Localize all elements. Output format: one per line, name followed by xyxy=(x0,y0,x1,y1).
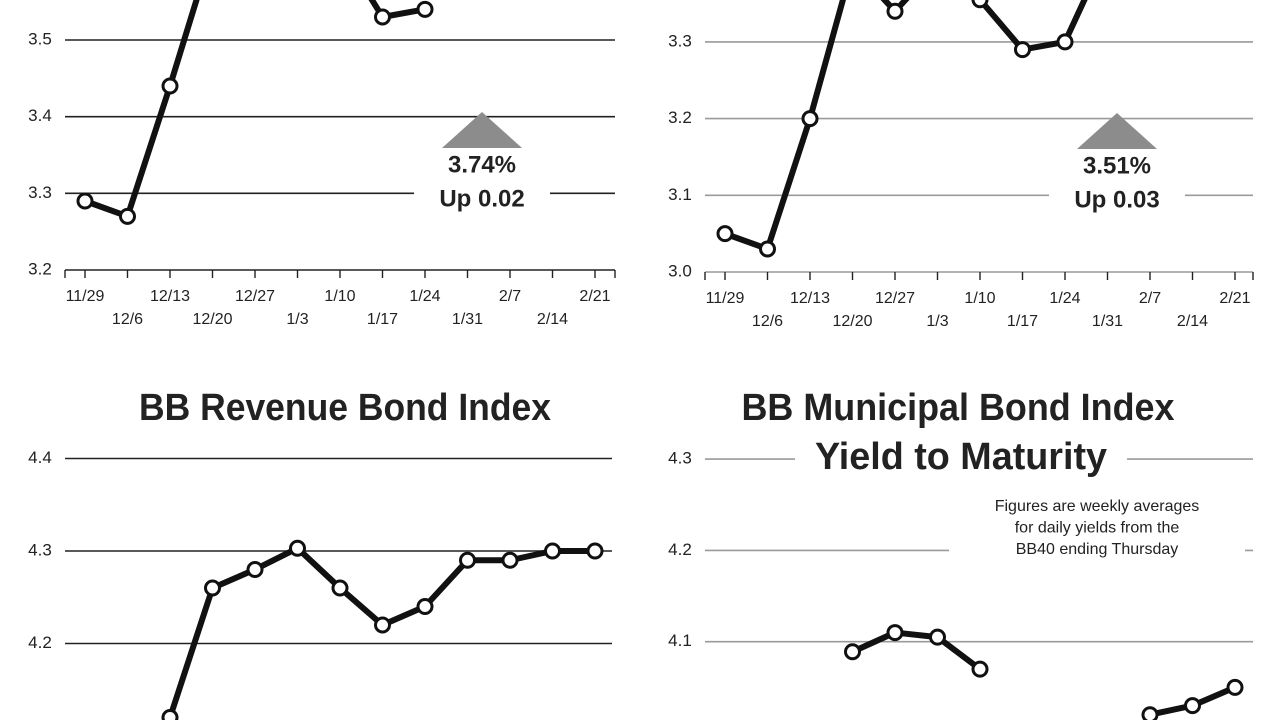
x-tick-label: 1/31 xyxy=(452,311,483,328)
x-tick-label: 2/14 xyxy=(537,311,568,328)
series-line xyxy=(723,0,1088,252)
x-tick-label: 2/21 xyxy=(1219,290,1250,307)
x-tick-label: 2/14 xyxy=(1177,313,1208,330)
x-tick-label: 1/17 xyxy=(367,311,398,328)
data-point xyxy=(586,542,604,560)
data-point xyxy=(886,624,904,642)
data-point xyxy=(1184,697,1201,715)
data-point xyxy=(801,110,819,128)
data-point xyxy=(1056,33,1074,51)
data-point xyxy=(716,225,734,243)
data-point xyxy=(246,561,264,578)
x-tick-label: 2/7 xyxy=(499,288,521,305)
data-point xyxy=(1226,678,1244,696)
x-tick-label: 1/31 xyxy=(1092,313,1123,330)
y-tick-label: 4.3 xyxy=(28,540,52,559)
annotation-change: Up 0.03 xyxy=(1074,186,1159,213)
y-tick-label: 4.3 xyxy=(668,449,692,468)
note-line: Figures are weekly averages xyxy=(995,498,1200,515)
up-arrow xyxy=(442,112,522,148)
x-tick-label: 1/3 xyxy=(286,311,308,328)
chart-subtitle: Yield to Maturity xyxy=(815,436,1107,478)
data-point xyxy=(1141,706,1159,720)
y-tick-label: 3.3 xyxy=(668,31,692,50)
y-tick-label: 3.1 xyxy=(668,185,692,204)
annotation-change: Up 0.02 xyxy=(439,185,524,212)
data-point xyxy=(204,579,221,597)
y-tick-label: 3.2 xyxy=(668,108,692,127)
data-point xyxy=(544,542,561,560)
y-tick-label: 3.5 xyxy=(28,29,52,48)
x-tick-label: 1/3 xyxy=(926,313,948,330)
annotation-backdrop xyxy=(414,150,550,218)
data-point xyxy=(331,579,349,597)
note-backdrop xyxy=(949,495,1245,563)
data-point xyxy=(119,207,136,225)
x-tick-label: 1/17 xyxy=(1007,313,1038,330)
x-tick-label: 12/13 xyxy=(150,288,190,305)
data-point xyxy=(161,709,179,720)
x-tick-label: 12/27 xyxy=(235,288,275,305)
x-tick-label: 11/29 xyxy=(706,290,745,307)
data-point xyxy=(844,643,861,661)
data-point xyxy=(289,539,306,557)
data-point xyxy=(759,240,776,258)
chart-title: BB Municipal Bond Index xyxy=(742,387,1175,429)
note-line: for daily yields from the xyxy=(1015,520,1180,537)
chart-title: BB Revenue Bond Index xyxy=(139,387,551,429)
y-tick-label: 3.0 xyxy=(668,261,692,280)
data-point xyxy=(459,551,476,569)
y-tick-label: 4.1 xyxy=(668,631,692,650)
series-line xyxy=(83,0,426,220)
x-tick-label: 12/20 xyxy=(192,311,232,328)
x-tick-label: 2/21 xyxy=(579,288,610,305)
data-point xyxy=(416,598,434,615)
y-tick-label: 4.2 xyxy=(668,540,692,559)
y-tick-label: 3.2 xyxy=(28,259,52,278)
y-tick-label: 3.4 xyxy=(28,106,52,125)
annotation-value: 3.74% xyxy=(448,151,516,178)
y-tick-label: 4.4 xyxy=(28,448,52,467)
x-tick-label: 12/20 xyxy=(832,313,872,330)
data-point xyxy=(374,616,391,634)
data-point xyxy=(886,2,904,20)
x-tick-label: 12/27 xyxy=(875,290,915,307)
data-point xyxy=(929,628,946,646)
data-point xyxy=(374,8,391,26)
data-point xyxy=(1014,41,1031,59)
annotation-backdrop xyxy=(1049,151,1185,219)
up-arrow xyxy=(1077,113,1157,149)
x-tick-label: 2/7 xyxy=(1139,290,1161,307)
x-tick-label: 11/29 xyxy=(66,288,105,305)
data-point xyxy=(971,660,989,678)
x-tick-label: 1/24 xyxy=(1049,290,1080,307)
subtitle-backdrop xyxy=(795,437,1127,481)
data-point xyxy=(971,0,989,9)
data-point xyxy=(501,551,519,569)
y-tick-label: 3.3 xyxy=(28,183,52,202)
x-tick-label: 12/6 xyxy=(112,311,143,328)
annotation-value: 3.51% xyxy=(1083,152,1151,179)
x-tick-label: 12/13 xyxy=(790,290,830,307)
data-point xyxy=(76,192,94,210)
data-point xyxy=(416,0,434,18)
note-line: BB40 ending Thursday xyxy=(1016,541,1178,558)
x-tick-label: 1/10 xyxy=(964,290,995,307)
data-point xyxy=(161,77,179,95)
x-tick-label: 1/10 xyxy=(324,288,355,305)
series-line xyxy=(851,629,982,672)
x-tick-label: 1/24 xyxy=(409,288,440,305)
x-tick-label: 12/6 xyxy=(752,313,783,330)
y-tick-label: 4.2 xyxy=(28,633,52,652)
